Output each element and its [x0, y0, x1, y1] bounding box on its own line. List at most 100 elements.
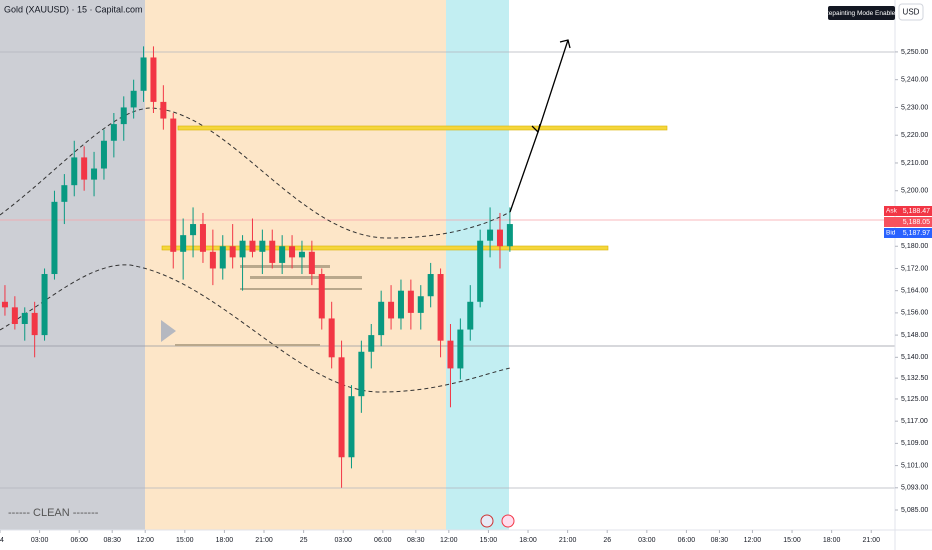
arrow-head	[559, 39, 571, 49]
candle-body	[150, 57, 157, 102]
annotation: ------ CLEAN -------	[8, 507, 99, 519]
y-tick-label: 5,220.00	[901, 132, 928, 139]
x-tick-label: 08:30	[103, 537, 121, 544]
candle-body	[417, 296, 424, 313]
candle-body	[269, 240, 276, 263]
candle-body	[506, 224, 513, 247]
price-tag-value: 5,188.47	[903, 208, 930, 215]
price-tag-bg	[884, 217, 932, 227]
chart-title: Gold (XAUUSD) · 15 · Capital.com	[4, 4, 143, 14]
y-tick-label: 5,117.00	[901, 418, 928, 425]
candle-body	[71, 157, 78, 186]
candle-body	[140, 57, 147, 91]
x-tick-label: 08:30	[711, 537, 729, 544]
y-tick-label: 5,148.00	[901, 332, 928, 339]
candle-body	[308, 251, 315, 275]
candle-body	[259, 240, 266, 252]
candle-body	[31, 312, 38, 336]
y-tick-label: 5,093.00	[901, 485, 928, 492]
candle-body	[397, 290, 404, 319]
candle-body	[130, 90, 137, 108]
candle-body	[496, 229, 503, 247]
candle-body	[348, 396, 355, 458]
band-curve	[0, 107, 511, 239]
candle-body	[199, 224, 206, 252]
x-tick-label: 18:00	[823, 537, 841, 544]
candle-body	[91, 168, 98, 180]
y-tick-label: 5,132.50	[901, 375, 928, 382]
candle-body	[100, 140, 107, 169]
candle-body	[437, 274, 444, 341]
candle-body	[407, 290, 414, 313]
x-tick-label: 21:00	[862, 537, 880, 544]
y-tick-label: 5,156.00	[901, 310, 928, 317]
y-tick-label: 5,164.00	[901, 288, 928, 295]
candle-body	[368, 335, 375, 352]
x-tick-label: 4	[0, 537, 4, 544]
candle-body	[477, 240, 484, 302]
price-tag-bg	[884, 228, 932, 238]
zone	[161, 245, 609, 251]
candle-body	[61, 185, 68, 202]
candle-body	[51, 201, 58, 275]
candle-body	[120, 107, 127, 125]
y-tick-label: 5,172.00	[901, 265, 928, 272]
candle-body	[457, 329, 464, 369]
candle-body	[180, 235, 187, 252]
candle-body	[328, 318, 335, 358]
x-tick-label: 25	[300, 537, 308, 544]
x-tick-label: 15:00	[176, 537, 194, 544]
candle-body	[388, 301, 395, 319]
candle-body	[219, 246, 226, 269]
y-tick-label: 5,085.00	[901, 507, 928, 514]
candle-body	[190, 224, 197, 236]
y-tick-label: 5,200.00	[901, 188, 928, 195]
currency: USD	[903, 8, 920, 17]
candle-body	[298, 251, 305, 258]
candle-body	[467, 301, 474, 330]
event-icon[interactable]	[501, 514, 515, 528]
candle-body	[170, 118, 177, 252]
candle-body	[209, 251, 216, 269]
price-tag-value: 5,188.05	[903, 219, 930, 226]
candle-body	[21, 312, 28, 324]
y-tick-label: 5,250.00	[901, 49, 928, 56]
x-tick-label: 03:00	[31, 537, 49, 544]
zone	[177, 125, 668, 131]
level-mark	[250, 276, 362, 279]
candle-body	[1, 301, 8, 308]
event-icon[interactable]	[480, 514, 494, 528]
currency-box[interactable]	[898, 3, 924, 21]
x-tick-label: 12:00	[440, 537, 458, 544]
y-tick-label: 5,210.00	[901, 160, 928, 167]
y-tick-label: 5,240.00	[901, 77, 928, 84]
y-tick-label: 5,180.00	[901, 243, 928, 250]
play-marker	[161, 320, 176, 342]
candle-body	[338, 357, 345, 458]
x-tick-label: 21:00	[559, 537, 577, 544]
x-tick-label: 12:00	[136, 537, 154, 544]
arrow-head	[531, 123, 541, 134]
candle-body	[229, 246, 236, 258]
price-tag-label: Ask	[886, 208, 898, 215]
candle-body	[279, 246, 286, 263]
x-tick-label: 12:00	[744, 537, 762, 544]
y-tick-label: 5,230.00	[901, 104, 928, 111]
candle-body	[249, 240, 256, 252]
y-tick-label: 5,109.00	[901, 440, 928, 447]
level-mark	[175, 344, 320, 346]
candle-body	[447, 340, 454, 369]
x-tick-label: 03:00	[638, 537, 656, 544]
x-tick-label: 18:00	[216, 537, 234, 544]
candle-body	[81, 157, 88, 180]
candle-body	[358, 351, 365, 397]
x-tick-label: 03:00	[334, 537, 352, 544]
y-tick-label: 5,140.00	[901, 354, 928, 361]
x-tick-label: 06:00	[70, 537, 88, 544]
x-tick-label: 26	[603, 537, 611, 544]
y-tick-label: 5,101.00	[901, 462, 928, 469]
x-tick-label: 06:00	[374, 537, 392, 544]
x-tick-label: 08:30	[407, 537, 425, 544]
price-tag-label: Bid	[886, 230, 896, 237]
